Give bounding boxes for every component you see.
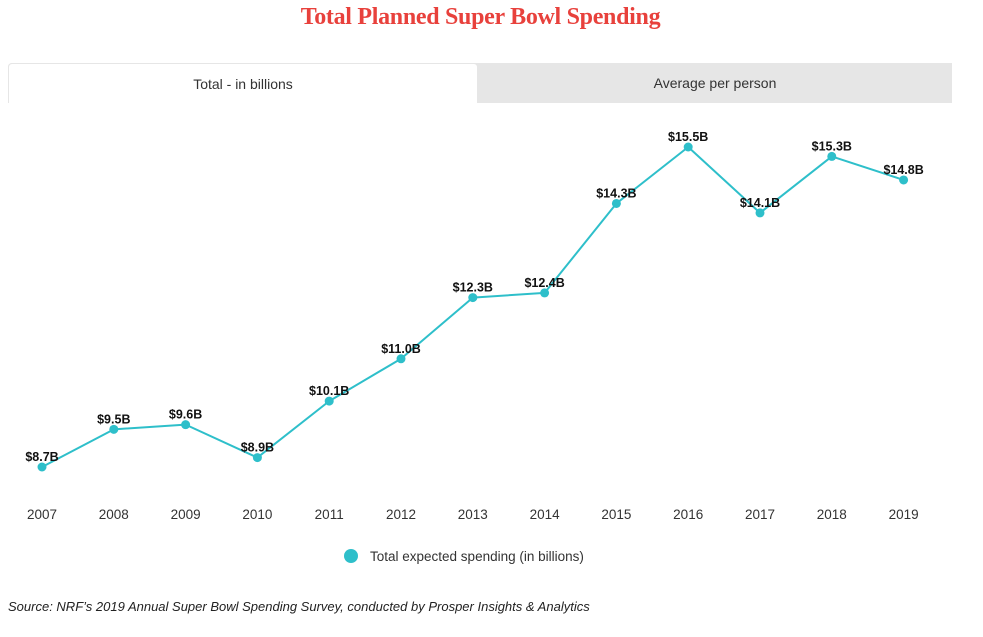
data-point-2019[interactable] [899, 175, 909, 185]
x-tick-2016: 2016 [673, 507, 703, 522]
data-point-2010[interactable] [252, 453, 262, 463]
x-tick-2014: 2014 [530, 507, 561, 522]
tab-bar: Total - in billions Average per person [8, 63, 952, 103]
data-points-group [37, 142, 909, 472]
x-tick-2011: 2011 [315, 507, 344, 522]
source-note: Source: NRF’s 2019 Annual Super Bowl Spe… [8, 599, 590, 614]
data-point-2016[interactable] [683, 142, 693, 152]
tab-total-billions[interactable]: Total - in billions [8, 63, 478, 103]
data-point-2013[interactable] [468, 293, 478, 303]
tab-average-per-person[interactable]: Average per person [478, 63, 952, 103]
x-tick-2007: 2007 [27, 507, 57, 522]
data-label-2018: $15.3B [812, 139, 852, 153]
data-point-2009[interactable] [181, 420, 191, 430]
x-tick-2017: 2017 [745, 507, 775, 522]
data-point-2012[interactable] [396, 354, 406, 364]
x-axis-ticks-group: 2007 2008 2009 2010 2011 2012 2013 2014 2015 2016… [27, 507, 919, 522]
data-label-2009: $9.6B [169, 408, 202, 422]
data-point-2014[interactable] [540, 288, 550, 298]
x-tick-2018: 2018 [817, 507, 847, 522]
data-point-2007[interactable] [37, 462, 47, 472]
x-tick-2015: 2015 [601, 507, 631, 522]
legend[interactable]: Total expected spending (in billions) [344, 546, 584, 566]
data-label-2015: $14.3B [596, 186, 636, 200]
data-label-2008: $9.5B [97, 412, 130, 426]
data-label-2013: $12.3B [453, 281, 493, 295]
data-label-2011: $10.1B [309, 384, 349, 398]
x-tick-2009: 2009 [171, 507, 201, 522]
data-point-2017[interactable] [755, 208, 765, 218]
data-point-2015[interactable] [611, 198, 621, 208]
x-tick-2019: 2019 [889, 507, 919, 522]
legend-marker-icon [344, 549, 358, 563]
data-label-2012: $11.0B [381, 342, 421, 356]
data-label-2014: $12.4B [524, 276, 564, 290]
data-label-2017: $14.1B [740, 196, 780, 210]
x-tick-2013: 2013 [458, 507, 488, 522]
data-point-2011[interactable] [324, 396, 334, 406]
data-label-2010: $8.9B [241, 441, 274, 455]
data-label-2019: $14.8B [883, 163, 923, 177]
chart-title: Total Planned Super Bowl Spending [300, 4, 661, 30]
x-tick-2010: 2010 [242, 507, 272, 522]
data-point-2018[interactable] [827, 151, 837, 161]
data-label-2016: $15.5B [668, 130, 708, 144]
legend-label: Total expected spending (in billions) [370, 548, 584, 564]
data-point-2008[interactable] [109, 424, 119, 434]
x-tick-2008: 2008 [99, 507, 129, 522]
data-labels-group: $8.7B $9.5B $9.6B $8.9B $10.1B $11.0B $12.3B $1… [25, 130, 923, 464]
data-label-2007: $8.7B [25, 450, 58, 464]
x-tick-2012: 2012 [386, 507, 416, 522]
